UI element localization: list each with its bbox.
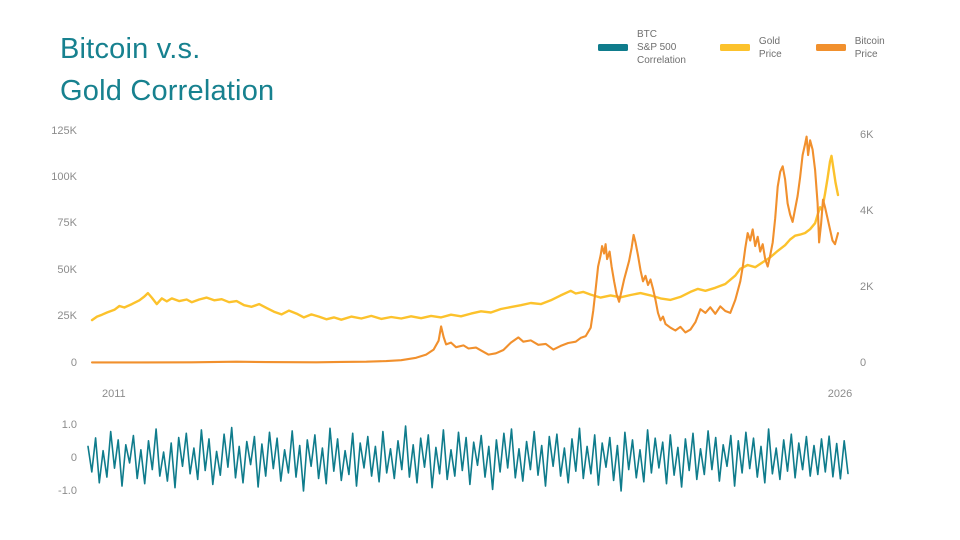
- correlation-line: [87, 425, 849, 492]
- legend: BTC S&P 500 Correlation Gold Price Bitco…: [598, 28, 885, 67]
- chart-title: Bitcoin v.s. Gold Correlation: [60, 28, 274, 112]
- correlation-series-swatch: [598, 44, 628, 51]
- x-axis-start-label: 2011: [102, 388, 126, 400]
- legend-item-gold-price: Gold Price: [719, 35, 782, 61]
- x-axis-end-label: 2026: [827, 388, 853, 400]
- title-line-2: Gold Correlation: [60, 75, 275, 107]
- bitcoin-price-line: [90, 135, 840, 364]
- bitcoin-series-swatch: [815, 44, 846, 51]
- bitcoin-series-label: Bitcoin Price: [854, 35, 885, 60]
- correlation-series-label: BTC S&P 500 Correlation: [637, 29, 686, 66]
- title-line-1: Bitcoin v.s.: [60, 33, 201, 65]
- gold-series-label: Gold Price: [758, 35, 782, 60]
- gold-price-line: [90, 154, 840, 322]
- legend-item-bitcoin-price: Bitcoin Price: [815, 35, 885, 61]
- gold-series-swatch: [719, 44, 750, 51]
- legend-item-btc-sp500-correlation: BTC S&P 500 Correlation: [598, 28, 686, 67]
